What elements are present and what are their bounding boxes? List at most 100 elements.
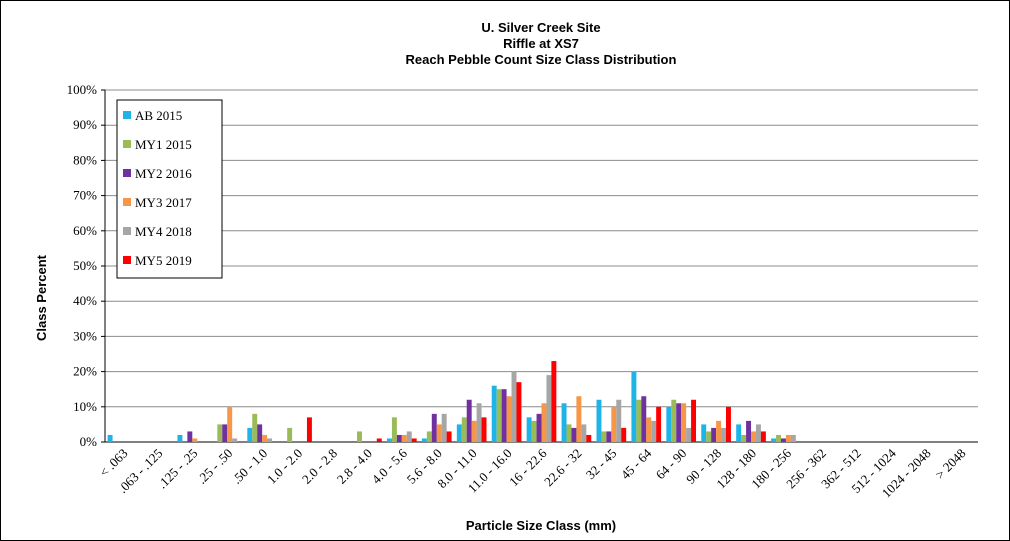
y-tick-label: 60%	[73, 223, 97, 238]
bar	[760, 431, 766, 442]
bar	[596, 399, 602, 442]
bar	[401, 434, 407, 442]
bar	[217, 424, 223, 442]
bar	[771, 438, 777, 442]
legend-swatch	[123, 198, 131, 206]
bar	[676, 403, 682, 442]
bar	[651, 420, 657, 442]
bar	[506, 396, 512, 442]
bar	[701, 424, 707, 442]
bar	[686, 427, 692, 442]
bar	[746, 420, 752, 442]
bar	[671, 399, 677, 442]
y-tick-label: 30%	[73, 328, 97, 343]
y-tick-label: 70%	[73, 188, 97, 203]
bar	[736, 424, 742, 442]
legend-label: MY4 2018	[135, 224, 192, 239]
bar	[107, 434, 113, 442]
bar	[396, 434, 402, 442]
bar	[725, 406, 731, 442]
y-tick-label: 20%	[73, 364, 97, 379]
legend-swatch	[123, 111, 131, 119]
bar	[426, 431, 432, 442]
chart-title: Riffle at XS7	[503, 36, 579, 51]
bar	[227, 406, 233, 442]
bar	[357, 431, 362, 442]
legend-label: MY5 2019	[135, 253, 192, 268]
legend-box	[116, 99, 223, 279]
bar	[611, 406, 617, 442]
bar	[776, 434, 781, 442]
bar	[751, 431, 756, 442]
y-tick-label: 50%	[73, 258, 97, 273]
bar	[790, 434, 796, 442]
bar	[491, 385, 497, 442]
y-axis-label: Class Percent	[34, 254, 49, 341]
bar	[441, 413, 447, 442]
bar	[187, 431, 193, 442]
bar	[222, 424, 228, 442]
bar	[711, 427, 717, 442]
bar	[601, 431, 607, 442]
bar	[541, 403, 547, 442]
bar	[406, 431, 412, 442]
bar	[641, 396, 647, 442]
bar	[267, 438, 273, 442]
bar	[456, 424, 462, 442]
y-tick-label: 40%	[73, 293, 97, 308]
bar	[681, 403, 687, 442]
bar	[691, 399, 697, 442]
bar	[386, 438, 392, 442]
bar	[636, 399, 642, 442]
bar	[706, 431, 712, 442]
bar	[481, 417, 487, 442]
bar	[287, 427, 293, 442]
bar	[247, 427, 253, 442]
bar	[646, 417, 652, 442]
y-tick-label: 0%	[80, 434, 98, 449]
bar	[232, 438, 238, 442]
bar	[376, 438, 382, 442]
y-tick-label: 80%	[73, 152, 97, 167]
bar	[566, 424, 572, 442]
legend-swatch	[123, 227, 131, 235]
bar	[576, 396, 582, 442]
bar	[257, 424, 263, 442]
bar	[177, 434, 183, 442]
bar	[262, 434, 268, 442]
bar	[436, 424, 442, 442]
x-axis-label: Particle Size Class (mm)	[466, 518, 616, 533]
bar	[501, 389, 507, 442]
bar	[471, 420, 477, 442]
bar	[466, 399, 472, 442]
bar	[496, 389, 502, 442]
legend-swatch	[123, 169, 131, 177]
bar	[586, 434, 592, 442]
bar	[581, 424, 587, 442]
bar	[721, 427, 726, 442]
bar	[391, 417, 397, 442]
legend-label: MY3 2017	[135, 195, 192, 210]
bar	[511, 371, 517, 442]
legend-label: AB 2015	[135, 108, 182, 123]
bar	[421, 438, 427, 442]
y-tick-label: 90%	[73, 117, 97, 132]
bar	[631, 371, 637, 442]
bar	[606, 431, 612, 442]
bar	[516, 382, 522, 442]
legend-swatch	[123, 140, 131, 148]
y-tick-label: 10%	[73, 399, 97, 414]
y-tick-label: 100%	[67, 82, 98, 97]
bar	[536, 413, 542, 442]
bar	[666, 406, 672, 442]
bar	[461, 417, 467, 442]
bar	[716, 420, 722, 442]
bar	[306, 417, 312, 442]
bar	[526, 417, 532, 442]
bar	[531, 420, 537, 442]
bar	[571, 427, 577, 442]
bar	[616, 399, 622, 442]
chart-title: Reach Pebble Count Size Class Distributi…	[406, 52, 677, 67]
legend-label: MY1 2015	[135, 137, 192, 152]
